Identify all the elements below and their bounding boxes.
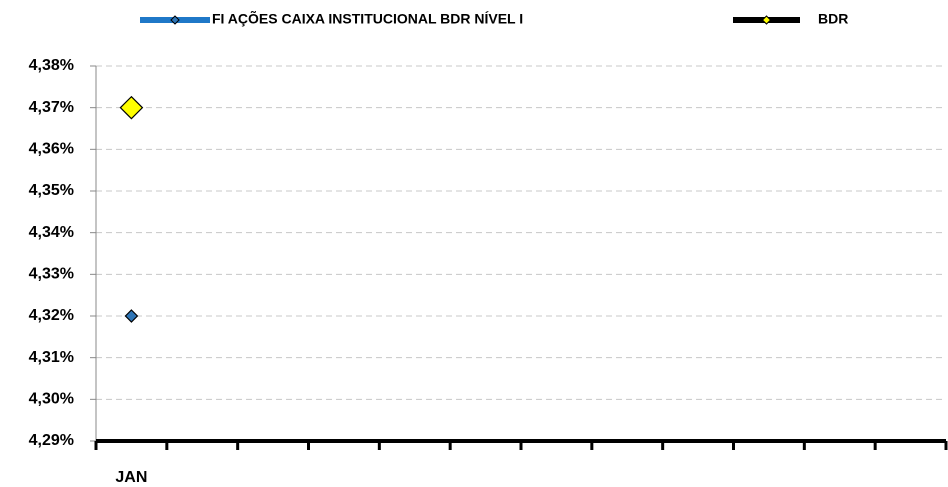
y-tick-label: 4,33% xyxy=(29,266,74,283)
y-tick-label: 4,34% xyxy=(29,224,74,241)
legend-label: BDR xyxy=(818,11,848,27)
y-tick-label: 4,38% xyxy=(29,57,74,74)
y-tick-label: 4,35% xyxy=(29,182,74,199)
y-tick-label: 4,37% xyxy=(29,99,74,116)
y-tick-label: 4,31% xyxy=(29,349,74,366)
legend-marker xyxy=(761,15,772,25)
y-tick-label: 4,29% xyxy=(29,432,74,449)
legend-marker xyxy=(170,15,180,25)
data-point xyxy=(124,309,139,323)
x-tick-label: JAN xyxy=(115,469,147,486)
data-point xyxy=(119,95,144,120)
legend-label: FI AÇÕES CAIXA INSTITUCIONAL BDR NÍVEL I xyxy=(212,10,523,27)
y-tick-label: 4,32% xyxy=(29,307,74,324)
y-tick-label: 4,36% xyxy=(29,141,74,158)
y-tick-label: 4,30% xyxy=(29,391,74,408)
